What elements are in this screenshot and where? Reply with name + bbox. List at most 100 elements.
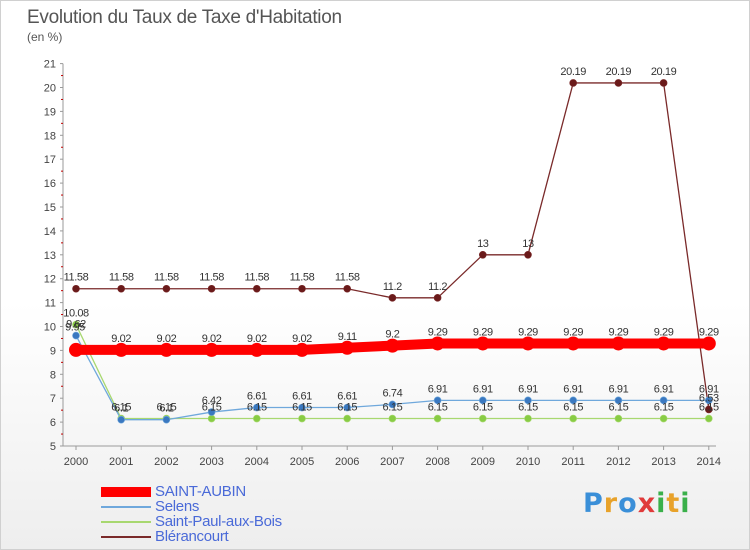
data-label: 11.58 [109,272,134,284]
data-point [611,336,626,351]
data-label: 9.02 [156,333,176,345]
data-label: 6.91 [699,383,719,395]
x-tick-label: 2010 [516,456,540,468]
line-chart: 5 6 7 8 9 10 11 12 13 14 15 16 17 18 19 20 21 2000 2001 200… [44,59,721,468]
data-point [253,414,261,423]
data-label: 11.58 [154,272,179,284]
data-point [385,338,400,353]
data-point [478,396,487,405]
logo-letter: i [680,488,691,519]
logo-letter: x [637,488,657,519]
data-label: 9.29 [563,326,583,338]
data-point [433,396,442,405]
data-label: 6.91 [518,383,538,395]
data-point [659,414,668,423]
y-tick-label: 15 [44,202,56,214]
logo-letter: i [656,488,667,519]
x-tick-label: 2014 [697,456,721,468]
data-point [566,336,581,351]
y-tick-label: 11 [45,298,56,310]
data-label: 9.29 [518,326,538,338]
data-label: 6.15 [473,402,493,414]
data-label: 6.15 [654,402,674,414]
data-point [162,284,171,293]
data-point [298,414,306,423]
data-point [430,336,445,351]
data-label: 20.19 [651,66,677,78]
data-point [117,284,125,293]
data-point [614,396,623,405]
x-tick-label: 2007 [380,456,404,468]
data-label: 13 [477,238,489,250]
data-point [343,414,352,423]
data-label: 6.42 [202,395,222,407]
legend-label: Selens [155,498,200,515]
data-point [478,414,487,423]
legend-swatch [101,487,151,497]
data-label: 11.2 [428,281,447,293]
x-tick-label: 2003 [199,456,223,468]
y-tick-label: 10 [44,322,56,334]
data-point [569,396,578,405]
data-label: 6.15 [156,402,176,414]
data-label: 11.58 [199,272,224,284]
data-point [298,403,306,412]
y-tick-label: 20 [44,83,56,95]
data-point [114,342,129,357]
x-tick-label: 2009 [471,456,495,468]
data-point [704,405,713,414]
data-label: 11.58 [64,272,89,284]
data-point [253,284,261,293]
data-point [159,342,174,357]
data-label: 6.15 [608,402,628,414]
data-point [524,251,532,259]
x-tick-label: 2006 [335,456,359,468]
data-point [207,408,216,416]
x-tick-label: 2012 [606,456,630,468]
x-tick-label: 2000 [64,456,88,468]
data-point [249,342,264,357]
data-point [524,396,532,405]
data-label: 6.91 [428,383,448,395]
x-tick-label: 2005 [290,456,314,468]
data-label: 10.08 [63,308,89,320]
data-label: 13 [522,238,534,250]
data-label: 6.15 [202,402,222,414]
data-point [659,79,668,87]
legend-label: Saint-Paul-aux-Bois [155,513,282,530]
x-tick-label: 2008 [425,456,449,468]
y-tick-label: 9 [50,345,56,357]
data-label: 6.15 [337,402,357,414]
data-point [72,331,80,340]
legend-swatch [101,536,151,538]
data-point [478,251,487,259]
data-label: 6.61 [247,391,267,403]
legend-label: Blérancourt [155,528,229,545]
data-label: 6.91 [563,383,583,395]
data-label: 9.29 [699,326,719,338]
data-label: 6.15 [518,402,538,414]
data-point [295,342,309,357]
y-tick-label: 16 [44,178,56,190]
legend-swatch [101,521,151,523]
data-label: 6.1 [114,403,128,415]
data-label: 6.61 [292,391,312,403]
x-tick-label: 2011 [561,456,585,468]
data-label: 6.15 [247,402,267,414]
data-label: 9.11 [338,331,357,343]
data-label: 6.91 [608,383,628,395]
data-point [117,415,125,424]
data-label: 6.15 [111,402,131,414]
y-tick-label: 19 [44,106,56,118]
data-label: 20.19 [606,66,632,78]
data-label: 6.15 [292,402,312,414]
x-tick-label: 2002 [154,456,178,468]
data-label: 9.02 [202,333,222,345]
y-tick-label: 21 [44,59,56,71]
data-label: 9.02 [247,333,267,345]
data-point [614,79,623,87]
data-point [207,284,216,293]
data-point [343,284,352,293]
data-label: 11.2 [383,281,402,293]
data-label: 9.02 [111,333,131,345]
